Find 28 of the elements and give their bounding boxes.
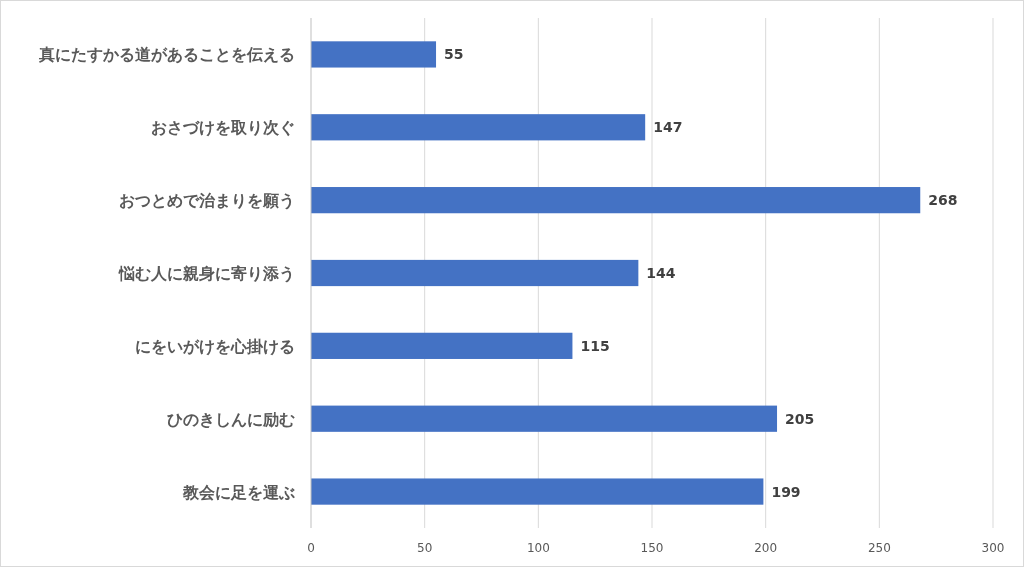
- bar: [311, 259, 639, 287]
- y-tick-label: ひのきしんに励む: [167, 409, 295, 429]
- y-tick-label: おつとめで治まりを願う: [119, 191, 295, 211]
- y-tick-label: おさづけを取り次ぐ: [151, 118, 295, 138]
- y-tick-label: 教会に足を運ぶ: [182, 482, 295, 502]
- x-tick-label: 200: [754, 541, 778, 555]
- bar: [311, 187, 921, 214]
- bar: [311, 405, 778, 432]
- data-label: 115: [580, 337, 610, 354]
- data-label: 205: [785, 410, 815, 427]
- x-tick-label: 250: [867, 541, 891, 555]
- x-tick-label: 100: [526, 541, 550, 555]
- x-tick-label: 150: [640, 541, 664, 555]
- y-tick-label: 悩む人に親身に寄り添う: [118, 264, 295, 283]
- data-label: 199: [771, 483, 801, 500]
- x-tick-label: 0: [307, 541, 315, 555]
- data-label: 147: [653, 119, 683, 136]
- data-label: 268: [928, 192, 958, 209]
- x-tick-label: 50: [417, 541, 433, 555]
- bar: [311, 478, 764, 505]
- data-label: 55: [444, 46, 464, 63]
- data-label: 144: [646, 265, 676, 281]
- bar: [311, 41, 437, 68]
- x-tick-label: 300: [981, 541, 1005, 555]
- y-tick-label: 真にたすかる道があることを伝える: [38, 45, 295, 65]
- y-tick-label: にをいがけを心掛ける: [135, 336, 295, 356]
- bar: [311, 332, 573, 359]
- bar: [311, 114, 646, 141]
